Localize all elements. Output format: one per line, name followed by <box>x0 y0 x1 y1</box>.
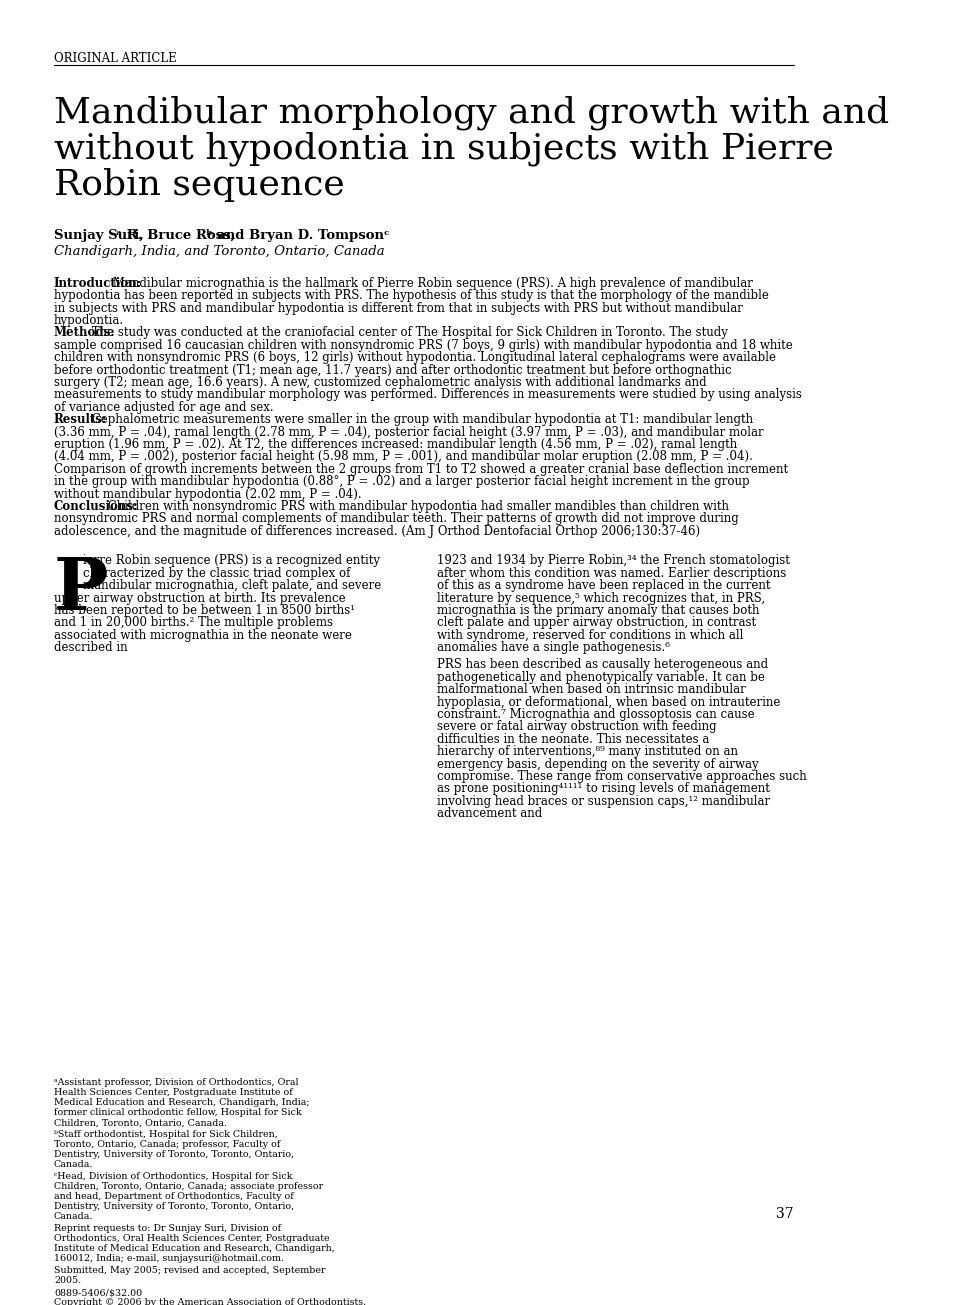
Text: before orthodontic treatment (T1; mean age, 11.7 years) and after orthodontic tr: before orthodontic treatment (T1; mean a… <box>54 364 731 377</box>
Text: (4.04 mm, P = .002), posterior facial height (5.98 mm, P = .001), and mandibular: (4.04 mm, P = .002), posterior facial he… <box>54 450 753 463</box>
Text: malformational when based on intrinsic mandibular: malformational when based on intrinsic m… <box>437 684 746 696</box>
Text: nonsyndromic PRS and normal complements of mandibular teeth. Their patterns of g: nonsyndromic PRS and normal complements … <box>54 513 739 526</box>
Text: Mandibular morphology and growth with and: Mandibular morphology and growth with an… <box>54 95 889 130</box>
Text: former clinical orthodontic fellow, Hospital for Sick: former clinical orthodontic fellow, Hosp… <box>54 1108 301 1117</box>
Text: Submitted, May 2005; revised and accepted, September: Submitted, May 2005; revised and accepte… <box>54 1266 326 1275</box>
Text: Institute of Medical Education and Research, Chandigarh,: Institute of Medical Education and Resea… <box>54 1244 334 1253</box>
Text: ᵇStaff orthodontist, Hospital for Sick Children,: ᵇStaff orthodontist, Hospital for Sick C… <box>54 1130 278 1139</box>
Text: Chandigarh, India, and Toronto, Ontario, Canada: Chandigarh, India, and Toronto, Ontario,… <box>54 245 384 258</box>
Text: and 1 in 20,000 births.² The multiple problems: and 1 in 20,000 births.² The multiple pr… <box>54 616 332 629</box>
Text: in the group with mandibular hypodontia (0.88°, P = .02) and a larger posterior : in the group with mandibular hypodontia … <box>54 475 750 488</box>
Text: Methods:: Methods: <box>54 326 115 339</box>
Text: and head, Department of Orthodontics, Faculty of: and head, Department of Orthodontics, Fa… <box>54 1193 293 1201</box>
Text: characterized by the classic triad complex of: characterized by the classic triad compl… <box>84 566 351 579</box>
Text: surgery (T2; mean age, 16.6 years). A new, customized cephalometric analysis wit: surgery (T2; mean age, 16.6 years). A ne… <box>54 376 707 389</box>
Text: eruption (1.96 mm, P = .02). At T2, the differences increased: mandibular length: eruption (1.96 mm, P = .02). At T2, the … <box>54 438 737 452</box>
Text: 37: 37 <box>776 1207 794 1221</box>
Text: advancement and: advancement and <box>437 808 542 821</box>
Text: of variance adjusted for age and sex.: of variance adjusted for age and sex. <box>54 401 274 414</box>
Text: with syndrome, reserved for conditions in which all: with syndrome, reserved for conditions i… <box>437 629 743 642</box>
Text: ᶜHead, Division of Orthodontics, Hospital for Sick: ᶜHead, Division of Orthodontics, Hospita… <box>54 1172 292 1181</box>
Text: Children, Toronto, Ontario, Canada; associate professor: Children, Toronto, Ontario, Canada; asso… <box>54 1182 323 1191</box>
Text: literature by sequence,⁵ which recognizes that, in PRS,: literature by sequence,⁵ which recognize… <box>437 591 765 604</box>
Text: cleft palate and upper airway obstruction, in contrast: cleft palate and upper airway obstructio… <box>437 616 756 629</box>
Text: Robin sequence: Robin sequence <box>54 168 344 202</box>
Text: Copyright © 2006 by the American Association of Orthodontists.: Copyright © 2006 by the American Associa… <box>54 1298 366 1305</box>
Text: 1923 and 1934 by Pierre Robin,³⁴ the French stomatologist: 1923 and 1934 by Pierre Robin,³⁴ the Fre… <box>437 555 790 568</box>
Text: Mandibular micrognathia is the hallmark of Pierre Robin sequence (PRS). A high p: Mandibular micrognathia is the hallmark … <box>108 277 753 290</box>
Text: emergency basis, depending on the severity of airway: emergency basis, depending on the severi… <box>437 758 759 771</box>
Text: Canada.: Canada. <box>54 1160 94 1169</box>
Text: in subjects with PRS and mandibular hypodontia is different from that in subject: in subjects with PRS and mandibular hypo… <box>54 301 743 315</box>
Text: adolescence, and the magnitude of differences increased. (Am J Orthod Dentofacia: adolescence, and the magnitude of differ… <box>54 525 700 538</box>
Text: compromise. These range from conservative approaches such: compromise. These range from conservativ… <box>437 770 806 783</box>
Text: Children with nonsyndromic PRS with mandibular hypodontia had smaller mandibles : Children with nonsyndromic PRS with mand… <box>104 500 729 513</box>
Text: upper airway obstruction at birth. Its prevalence: upper airway obstruction at birth. Its p… <box>54 591 345 604</box>
Text: pathogenetically and phenotypically variable. It can be: pathogenetically and phenotypically vari… <box>437 671 764 684</box>
Text: ᵃAssistant professor, Division of Orthodontics, Oral: ᵃAssistant professor, Division of Orthod… <box>54 1078 298 1087</box>
Text: micrognathia is the primary anomaly that causes both: micrognathia is the primary anomaly that… <box>437 604 760 617</box>
Text: Canada.: Canada. <box>54 1212 94 1221</box>
Text: hypoplasia, or deformational, when based on intrauterine: hypoplasia, or deformational, when based… <box>437 696 780 709</box>
Text: ierre Robin sequence (PRS) is a recognized entity: ierre Robin sequence (PRS) is a recogniz… <box>84 555 380 568</box>
Text: of this as a syndrome have been replaced in the current: of this as a syndrome have been replaced… <box>437 579 770 592</box>
Text: Results:: Results: <box>54 414 107 427</box>
Text: children with nonsyndromic PRS (6 boys, 12 girls) without hypodontia. Longitudin: children with nonsyndromic PRS (6 boys, … <box>54 351 776 364</box>
Text: hypodontia.: hypodontia. <box>54 315 124 328</box>
Text: after whom this condition was named. Earlier descriptions: after whom this condition was named. Ear… <box>437 566 786 579</box>
Text: measurements to study mandibular morphology was performed. Differences in measur: measurements to study mandibular morphol… <box>54 389 801 402</box>
Text: constraint.⁷ Micrognathia and glossoptosis can cause: constraint.⁷ Micrognathia and glossoptos… <box>437 709 755 720</box>
Text: involving head braces or suspension caps,¹² mandibular: involving head braces or suspension caps… <box>437 795 770 808</box>
Text: Comparison of growth increments between the 2 groups from T1 to T2 showed a grea: Comparison of growth increments between … <box>54 463 788 476</box>
Text: ORIGINAL ARTICLE: ORIGINAL ARTICLE <box>54 52 176 65</box>
Text: 160012, India; e-mail, sunjaysuri@hotmail.com.: 160012, India; e-mail, sunjaysuri@hotmai… <box>54 1254 284 1263</box>
Text: The study was conducted at the craniofacial center of The Hospital for Sick Chil: The study was conducted at the craniofac… <box>88 326 727 339</box>
Text: has been reported to be between 1 in 8500 births¹: has been reported to be between 1 in 850… <box>54 604 355 617</box>
Text: 0889-5406/$32.00: 0889-5406/$32.00 <box>54 1288 142 1297</box>
Text: severe or fatal airway obstruction with feeding: severe or fatal airway obstruction with … <box>437 720 717 733</box>
Text: P: P <box>54 555 108 625</box>
Text: associated with micrognathia in the neonate were: associated with micrognathia in the neon… <box>54 629 352 642</box>
Text: Medical Education and Research, Chandigarh, India;: Medical Education and Research, Chandiga… <box>54 1099 309 1107</box>
Text: Health Sciences Center, Postgraduate Institute of: Health Sciences Center, Postgraduate Ins… <box>54 1088 292 1098</box>
Text: (3.36 mm, P = .04), ramal length (2.78 mm, P = .04), posterior facial height (3.: (3.36 mm, P = .04), ramal length (2.78 m… <box>54 425 763 438</box>
Text: without mandibular hypodontia (2.02 mm, P = .04).: without mandibular hypodontia (2.02 mm, … <box>54 488 362 501</box>
Text: mandibular micrognathia, cleft palate, and severe: mandibular micrognathia, cleft palate, a… <box>84 579 381 592</box>
Text: Children, Toronto, Ontario, Canada.: Children, Toronto, Ontario, Canada. <box>54 1118 227 1128</box>
Text: hierarchy of interventions,⁸⁹ many instituted on an: hierarchy of interventions,⁸⁹ many insti… <box>437 745 738 758</box>
Text: Introduction:: Introduction: <box>54 277 142 290</box>
Text: 2005.: 2005. <box>54 1276 81 1285</box>
Text: Dentistry, University of Toronto, Toronto, Ontario,: Dentistry, University of Toronto, Toront… <box>54 1150 294 1159</box>
Text: as prone positioning⁴¹¹¹¹ to rising levels of management: as prone positioning⁴¹¹¹¹ to rising leve… <box>437 783 769 796</box>
Text: Reprint requests to: Dr Sunjay Suri, Division of: Reprint requests to: Dr Sunjay Suri, Div… <box>54 1224 281 1233</box>
Text: Dentistry, University of Toronto, Toronto, Ontario,: Dentistry, University of Toronto, Toront… <box>54 1202 294 1211</box>
Text: Toronto, Ontario, Canada; professor, Faculty of: Toronto, Ontario, Canada; professor, Fac… <box>54 1141 280 1150</box>
Text: Cephalometric measurements were smaller in the group with mandibular hypodontia : Cephalometric measurements were smaller … <box>88 414 753 427</box>
Text: sample comprised 16 caucasian children with nonsyndromic PRS (7 boys, 9 girls) w: sample comprised 16 caucasian children w… <box>54 339 793 352</box>
Text: Conclusions:: Conclusions: <box>54 500 138 513</box>
Text: Orthodontics, Oral Health Sciences Center, Postgraduate: Orthodontics, Oral Health Sciences Cente… <box>54 1235 330 1244</box>
Text: PRS has been described as causally heterogeneous and: PRS has been described as causally heter… <box>437 658 768 671</box>
Text: described in: described in <box>54 641 128 654</box>
Text: ᵃ R. Bruce Ross,: ᵃ R. Bruce Ross, <box>116 228 236 241</box>
Text: Sunjay Suri,: Sunjay Suri, <box>54 228 143 241</box>
Text: difficulties in the neonate. This necessitates a: difficulties in the neonate. This necess… <box>437 733 709 745</box>
Text: without hypodontia in subjects with Pierre: without hypodontia in subjects with Pier… <box>54 132 834 166</box>
Text: anomalies have a single pathogenesis.⁶: anomalies have a single pathogenesis.⁶ <box>437 641 670 654</box>
Text: ᵇ and Bryan D. Tompsonᶜ: ᵇ and Bryan D. Tompsonᶜ <box>206 228 390 241</box>
Text: hypodontia has been reported in subjects with PRS. The hypothesis of this study : hypodontia has been reported in subjects… <box>54 290 768 303</box>
